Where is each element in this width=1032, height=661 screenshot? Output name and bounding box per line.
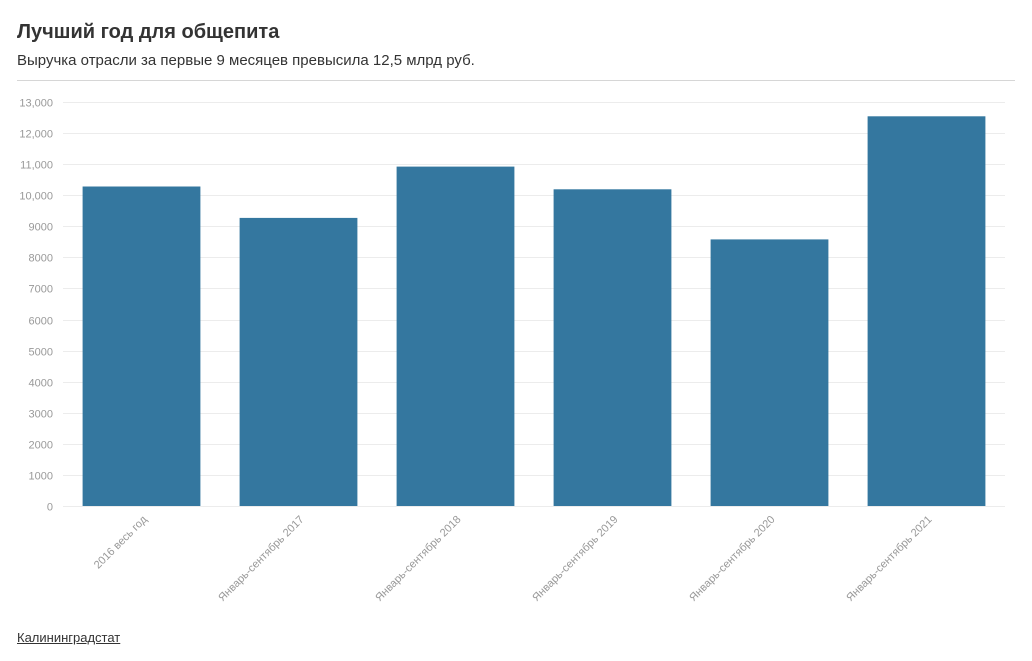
y-tick-label: 6000: [29, 316, 53, 328]
bar[interactable]: [867, 116, 986, 507]
x-tick-label: Январь-сентябрь 2018: [373, 514, 463, 604]
x-tick-label: Январь-сентябрь 2017: [216, 514, 306, 604]
bars: [82, 116, 986, 507]
bar[interactable]: [553, 189, 672, 507]
x-axis-ticks: 2016 весь год Январь-сентябрь 2017 Январь-…: [92, 513, 935, 604]
grid-lines: [63, 102, 1005, 507]
y-tick-label: 9000: [29, 222, 53, 234]
y-tick-label: 13,000: [19, 98, 53, 110]
y-tick-label: 4000: [29, 378, 53, 390]
source-link[interactable]: Калининградстат: [17, 630, 121, 645]
bar[interactable]: [82, 186, 201, 507]
y-tick-label: 0: [47, 502, 53, 514]
bar[interactable]: [239, 217, 358, 506]
chart-area: 0 1000 2000 3000 4000 5000 6000 7000 8000 9000 10,…: [0, 90, 1032, 620]
page-subtitle: Выручка отрасли за первые 9 месяцев прев…: [17, 52, 475, 69]
y-tick-label: 5000: [29, 347, 53, 359]
x-tick-label: 2016 весь год: [92, 513, 150, 571]
y-tick-label: 2000: [29, 440, 53, 452]
bar[interactable]: [396, 166, 515, 506]
bar-chart: 0 1000 2000 3000 4000 5000 6000 7000 8000 9000 10,…: [19, 98, 1005, 604]
y-tick-label: 12,000: [19, 129, 53, 141]
y-tick-label: 7000: [29, 284, 53, 296]
x-tick-label: Январь-сентябрь 2020: [687, 514, 777, 604]
page-title: Лучший год для общепита: [17, 21, 280, 43]
bar[interactable]: [710, 239, 829, 506]
chart-header: Лучший год для общепита Выручка отрасли …: [17, 18, 1015, 72]
chart-footer: Калининградстат: [17, 630, 120, 645]
y-tick-label: 8000: [29, 253, 53, 265]
y-tick-label: 11,000: [20, 160, 53, 172]
y-tick-label: 3000: [29, 409, 53, 421]
y-tick-label: 1000: [29, 471, 53, 483]
x-tick-label: Январь-сентябрь 2021: [844, 514, 934, 604]
x-tick-label: Январь-сентябрь 2019: [530, 514, 620, 604]
header-divider: [17, 80, 1015, 81]
y-axis-ticks: 0 1000 2000 3000 4000 5000 6000 7000 8000 9000 10,…: [19, 98, 53, 514]
y-tick-label: 10,000: [19, 191, 53, 203]
